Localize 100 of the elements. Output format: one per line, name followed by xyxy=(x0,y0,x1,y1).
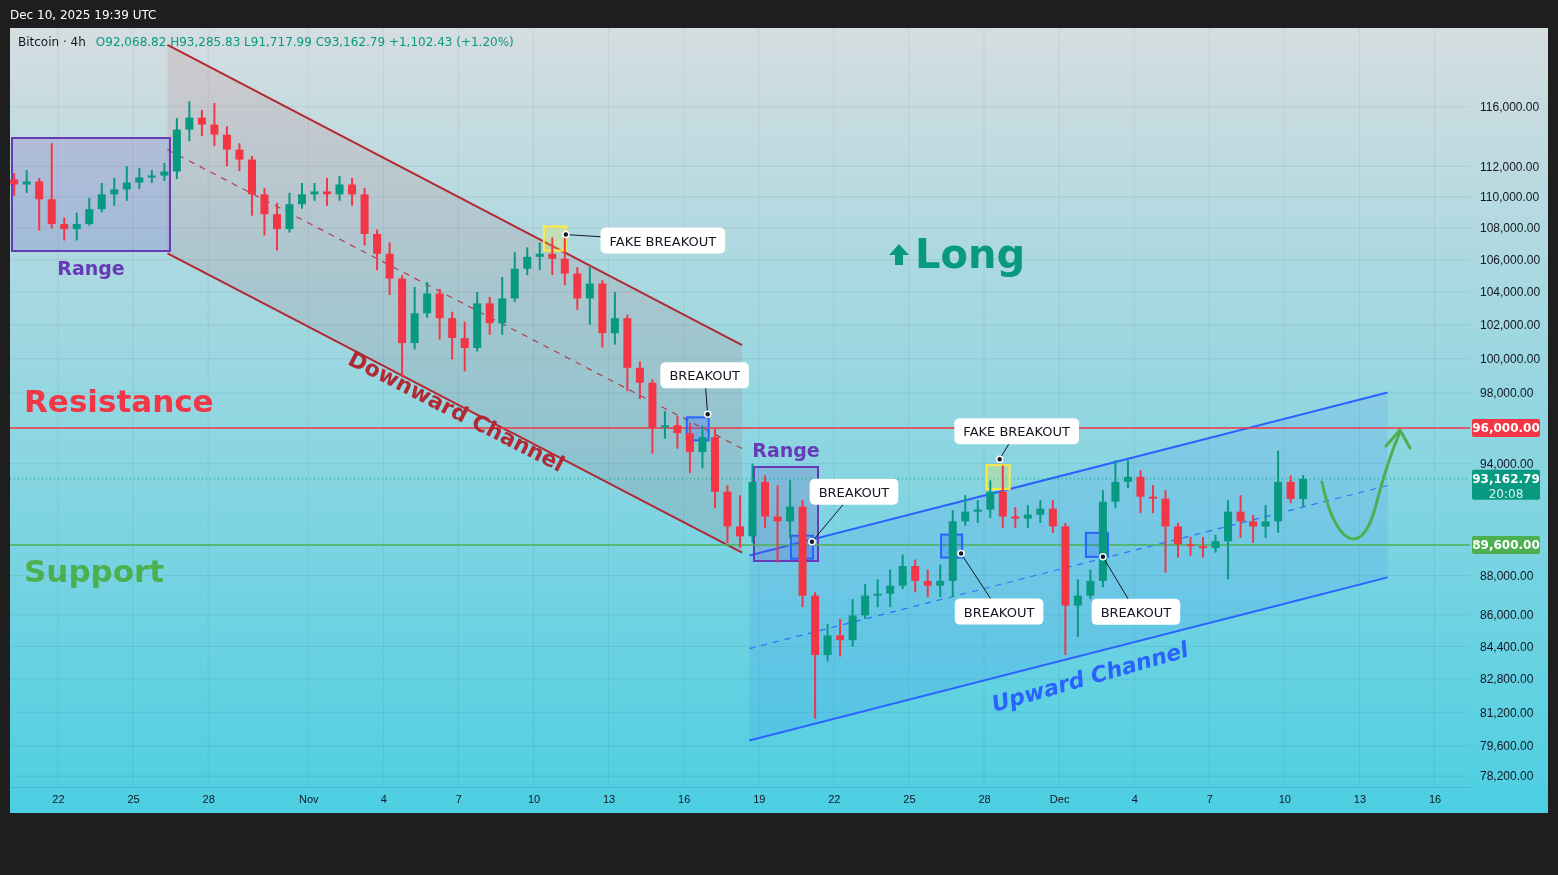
annotation: FAKE BREAKOUT xyxy=(609,233,717,249)
candlestick xyxy=(736,495,744,548)
candlestick xyxy=(836,618,845,657)
candlestick xyxy=(1086,569,1095,600)
candlestick xyxy=(873,579,882,608)
candlestick xyxy=(235,143,244,172)
candlestick xyxy=(610,292,619,345)
candlestick xyxy=(1073,579,1082,637)
candlestick xyxy=(298,183,306,209)
candlestick xyxy=(1048,500,1057,533)
candlestick xyxy=(1036,500,1045,523)
candlestick xyxy=(535,242,544,271)
y-tick-label: 88,000.00 xyxy=(1480,569,1534,583)
x-tick-label: 22 xyxy=(52,792,65,805)
x-tick-label: 4 xyxy=(380,792,387,805)
candlestick xyxy=(97,183,106,213)
candlestick xyxy=(898,554,907,590)
candlestick xyxy=(323,177,332,206)
x-tick-label: 10 xyxy=(527,792,541,805)
candlestick xyxy=(1011,507,1020,528)
candlestick xyxy=(973,500,982,523)
candlestick xyxy=(936,564,945,598)
candlestick xyxy=(210,103,219,147)
candlestick xyxy=(660,410,669,439)
candlestick xyxy=(72,212,81,241)
candlestick xyxy=(10,173,19,196)
candlestick xyxy=(423,282,432,318)
x-tick-label: 25 xyxy=(127,792,140,805)
candlestick xyxy=(110,177,119,206)
y-tick-label: 78,200.00 xyxy=(1480,769,1534,784)
candlestick xyxy=(260,187,269,236)
annotation: BREAKOUT xyxy=(1100,604,1172,620)
x-tick-label: 22 xyxy=(828,792,841,805)
candlestick xyxy=(348,177,357,206)
candlestick xyxy=(1023,505,1032,528)
y-tick-label: 106,000.00 xyxy=(1480,253,1541,268)
candlestick xyxy=(197,110,206,137)
x-tick-label: Dec xyxy=(1049,792,1070,805)
text: O92,068.82 H93,285.83 L91,717.99 C93,162.79 +1,102.43 (+1.20%) xyxy=(95,35,514,49)
y-tick-label: 79,600.00 xyxy=(1480,739,1534,754)
ref-line-label: 89,600.00 xyxy=(1472,538,1540,553)
y-tick-label: 104,000.00 xyxy=(1480,285,1541,300)
candlestick xyxy=(1249,515,1258,543)
candlestick xyxy=(310,183,319,201)
candlestick xyxy=(335,175,344,201)
annotation: Range xyxy=(752,439,820,461)
candlestick xyxy=(823,623,832,662)
ref-line-label: 93,162.79 xyxy=(1472,471,1540,486)
y-tick-label: 100,000.00 xyxy=(1480,351,1541,366)
candlestick xyxy=(548,237,557,276)
x-tick-label: 13 xyxy=(602,792,616,805)
text: Dec 10, 2025 19:39 UTC xyxy=(10,8,157,22)
candlestick xyxy=(698,425,707,469)
y-tick-label: 82,800.00 xyxy=(1480,672,1534,687)
text: Bitcoin · 4h xyxy=(18,35,86,49)
annotation: BREAKOUT xyxy=(963,604,1035,620)
ref-line-label: 96,000.00 xyxy=(1472,420,1540,435)
candlestick xyxy=(135,168,144,189)
candlestick xyxy=(1136,470,1145,514)
candlestick xyxy=(147,170,156,183)
candlestick xyxy=(1174,522,1182,558)
y-tick-label: 116,000.00 xyxy=(1480,99,1540,114)
x-tick-label: 25 xyxy=(903,792,916,805)
candlestick xyxy=(1261,505,1270,538)
candlestick xyxy=(585,267,594,325)
y-tick-label: 98,000.00 xyxy=(1480,386,1534,401)
candlestick xyxy=(485,296,494,335)
x-tick-label: 19 xyxy=(753,792,766,805)
y-tick-label: 81,200.00 xyxy=(1480,705,1534,720)
y-tick-label: 102,000.00 xyxy=(1480,318,1541,333)
candlestick xyxy=(635,361,644,400)
annotation: Resistance xyxy=(24,382,214,419)
y-tick-label: 108,000.00 xyxy=(1480,221,1541,236)
x-tick-label: 7 xyxy=(1206,792,1213,805)
candlestick xyxy=(1286,475,1295,504)
y-tick-label: 86,000.00 xyxy=(1480,608,1534,623)
annotation: Support xyxy=(24,553,165,590)
annotation: Long xyxy=(915,231,1026,277)
candlestick xyxy=(861,584,870,619)
candlestick xyxy=(911,559,920,593)
x-tick-label: 16 xyxy=(678,792,691,805)
candlestick xyxy=(222,126,231,167)
candlestick xyxy=(886,569,895,608)
candlestick xyxy=(22,170,31,193)
candlestick xyxy=(1111,460,1120,509)
annotation: BREAKOUT xyxy=(669,368,741,384)
candlestick xyxy=(1186,536,1195,556)
y-tick-label: 84,400.00 xyxy=(1480,639,1534,654)
y-tick-label: 110,000.00 xyxy=(1480,190,1540,205)
x-tick-label: 4 xyxy=(1131,792,1138,805)
candlestick xyxy=(523,247,532,276)
x-tick-label: 7 xyxy=(455,792,462,805)
x-tick-label: 28 xyxy=(978,792,991,805)
annotation: FAKE BREAKOUT xyxy=(963,424,1071,440)
candlestick xyxy=(35,177,44,231)
y-tick-label: 112,000.00 xyxy=(1480,159,1540,174)
x-tick-label: 13 xyxy=(1353,792,1367,805)
y-tick-label: 94,000.00 xyxy=(1480,457,1534,472)
candlestick xyxy=(85,197,94,226)
x-tick-label: Nov xyxy=(298,792,320,805)
